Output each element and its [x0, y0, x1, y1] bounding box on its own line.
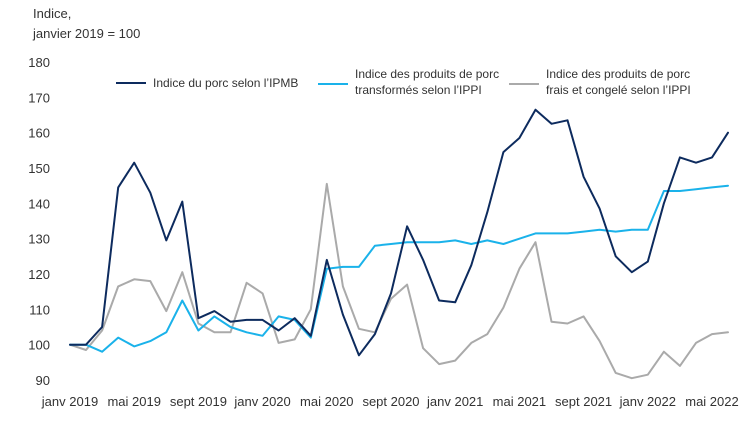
legend-label-1: Indice du porc selon l’IPMB — [153, 76, 298, 90]
x-axis-ticks: janv 2019 mai 2019 sept 2019 janv 2020 mai 2… — [41, 394, 739, 409]
y-tick-label: 170 — [28, 90, 50, 105]
y-tick-label: 150 — [28, 161, 50, 176]
y-axis-title-line-1: Indice, — [33, 6, 72, 21]
series-line-2 — [69, 184, 729, 353]
legend: Indice du porc selon l’IPMB Indice des pr… — [116, 67, 691, 97]
x-tick-label: mai 2019 — [107, 394, 160, 409]
x-tick-label: janv 2019 — [41, 394, 98, 409]
legend-label-3: frais et congelé selon l’IPPI — [546, 83, 691, 97]
y-axis-title-line-2: janvier 2019 = 100 — [33, 26, 141, 41]
legend-label-3: Indice des produits de porc — [546, 67, 690, 81]
x-tick-label: janv 2022 — [619, 394, 676, 409]
series-layer — [69, 108, 729, 380]
x-tick-label: sept 2021 — [555, 394, 612, 409]
y-tick-label: 110 — [29, 302, 50, 317]
series-line-3 — [69, 182, 729, 380]
x-tick-label: mai 2020 — [300, 394, 353, 409]
y-tick-label: 140 — [28, 196, 50, 211]
y-tick-label: 130 — [28, 232, 50, 247]
x-tick-label: janv 2021 — [426, 394, 483, 409]
y-tick-label: 160 — [28, 126, 50, 141]
y-tick-label: 180 — [28, 55, 50, 70]
x-tick-label: sept 2019 — [170, 394, 227, 409]
y-tick-label: 90 — [36, 373, 50, 388]
x-tick-label: sept 2020 — [362, 394, 419, 409]
y-axis-ticks: 90 100 110 120 130 140 150 160 170 180 — [28, 55, 50, 388]
series-line-1 — [69, 108, 729, 357]
legend-label-2: transformés selon l’IPPI — [355, 83, 482, 97]
legend-label-2: Indice des produits de porc — [355, 67, 499, 81]
y-tick-label: 100 — [28, 338, 50, 353]
x-tick-label: mai 2021 — [493, 394, 546, 409]
x-tick-label: mai 2022 — [685, 394, 738, 409]
y-tick-label: 120 — [28, 267, 50, 282]
x-tick-label: janv 2020 — [233, 394, 290, 409]
